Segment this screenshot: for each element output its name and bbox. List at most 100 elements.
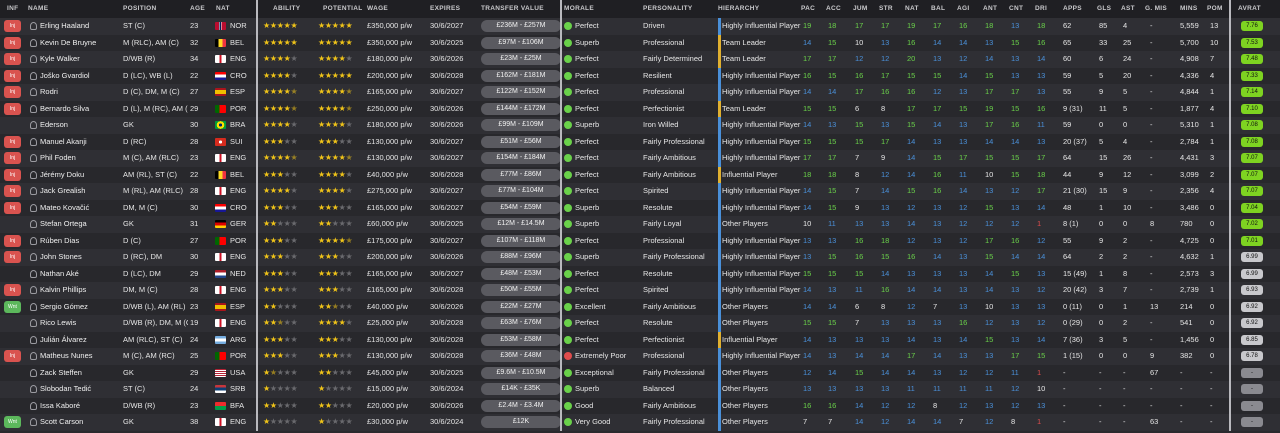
col-gls[interactable]: GLS xyxy=(1097,5,1112,12)
table-row[interactable]: Slobodan Tedić ST (C) 24 £15,000 p/w 30/6/20… xyxy=(0,381,1280,398)
player-name[interactable]: Bernardo Silva xyxy=(40,103,90,113)
table-row[interactable]: Inj Manuel Akanji D (RC) 28 £130,000 p/w 30/6… xyxy=(0,133,1280,150)
table-row[interactable]: Inj Rúben Dias D (C) 27 £175,000 p/w 30/6/202… xyxy=(0,232,1280,249)
col-expires[interactable]: EXPIRES xyxy=(430,5,461,12)
transfer-value[interactable]: £50M - £55M xyxy=(481,284,561,296)
status-badge[interactable]: Wnt xyxy=(4,416,21,428)
col-nat[interactable]: NAT xyxy=(216,5,230,12)
col-ast[interactable]: AST xyxy=(1121,5,1135,12)
status-badge[interactable]: Inj xyxy=(4,102,21,115)
status-badge[interactable]: Inj xyxy=(4,234,21,247)
player-name[interactable]: Mateo Kovačić xyxy=(40,202,90,212)
table-row[interactable]: Inj Rodri D (C), DM, M (C) 27 £165,000 p/w 30… xyxy=(0,84,1280,101)
table-row[interactable]: Inj Bernardo Silva D (L), M (RC), AM (RLC)… xyxy=(0,100,1280,117)
player-name[interactable]: Rodri xyxy=(40,87,58,96)
table-row[interactable]: Nathan Aké D (LC), DM 29 £165,000 p/w 30/6/2… xyxy=(0,265,1280,282)
status-badge[interactable]: Inj xyxy=(4,69,21,82)
status-badge[interactable]: Inj xyxy=(4,36,21,49)
table-row[interactable]: Inj Jack Grealish M (RL), AM (RLC) 28 £275,0… xyxy=(0,183,1280,200)
col-agi[interactable]: AGI xyxy=(957,5,970,12)
transfer-value[interactable]: £12M - £14.5M xyxy=(481,218,561,230)
transfer-value[interactable]: £12K xyxy=(481,416,561,428)
transfer-value[interactable]: £51M - £56M xyxy=(481,135,561,148)
transfer-value[interactable]: £9.6M - £10.5M xyxy=(481,366,561,379)
col-transfer-value[interactable]: TRANSFER VALUE xyxy=(481,5,544,12)
table-row[interactable]: Julián Álvarez AM (RLC), ST (C) 24 £130,000… xyxy=(0,331,1280,348)
transfer-value[interactable]: £77M - £104M xyxy=(481,185,561,197)
player-name[interactable]: Slobodan Tedić xyxy=(40,384,92,393)
col-nat-attr[interactable]: NAT xyxy=(905,5,919,12)
col-avrat[interactable]: AVRAT xyxy=(1238,5,1261,12)
col-pac[interactable]: PAC xyxy=(801,5,816,12)
table-row[interactable]: Rico Lewis D/WB (R), DM, M (C) 19 £25,000 p… xyxy=(0,315,1280,332)
table-row[interactable]: Issa Kaboré D/WB (R) 23 £20,000 p/w 30/6/202… xyxy=(0,397,1280,414)
col-inf[interactable]: INF xyxy=(7,5,19,12)
status-badge[interactable]: Inj xyxy=(4,251,21,263)
table-row[interactable]: Ederson GK 30 £180,000 p/w 30/6/2026 Iron Wil… xyxy=(0,117,1280,134)
table-row[interactable]: Inj Kyle Walker D/WB (R) 34 £180,000 p/w 30/6… xyxy=(0,51,1280,68)
status-badge[interactable]: Inj xyxy=(4,86,21,98)
col-bal[interactable]: BAL xyxy=(931,5,946,12)
col-acc[interactable]: ACC xyxy=(826,5,841,12)
transfer-value[interactable]: £77M - £86M xyxy=(481,168,561,181)
status-badge[interactable]: Inj xyxy=(4,201,21,214)
player-name[interactable]: Nathan Aké xyxy=(40,268,79,278)
col-dri[interactable]: DRI xyxy=(1035,5,1048,12)
transfer-value[interactable]: £23M - £25M xyxy=(481,53,561,65)
col-jum[interactable]: JUM xyxy=(853,5,868,12)
transfer-value[interactable]: £236M - £257M xyxy=(481,20,561,32)
col-str[interactable]: STR xyxy=(879,5,893,12)
player-name[interactable]: Rúben Dias xyxy=(40,235,80,245)
status-badge[interactable]: Wnt xyxy=(4,300,21,313)
transfer-value[interactable]: £53M - £58M xyxy=(481,333,561,346)
transfer-value[interactable]: £54M - £59M xyxy=(481,201,561,214)
transfer-value[interactable]: £36M - £48M xyxy=(481,350,561,362)
player-name[interactable]: Kalvin Phillips xyxy=(40,285,87,294)
table-row[interactable]: Inj Kevin De Bruyne M (RLC), AM (C) 32 £350,… xyxy=(0,34,1280,51)
status-badge[interactable]: Inj xyxy=(4,135,21,148)
col-cnt[interactable]: CNT xyxy=(1009,5,1024,12)
col-ant[interactable]: ANT xyxy=(983,5,998,12)
player-name[interactable]: Zack Steffen xyxy=(40,367,82,377)
transfer-value[interactable]: £2.4M - £3.4M xyxy=(481,399,561,412)
player-name[interactable]: Kyle Walker xyxy=(40,54,80,63)
player-name[interactable]: Rico Lewis xyxy=(40,318,77,327)
player-name[interactable]: Issa Kaboré xyxy=(40,400,81,410)
transfer-value[interactable]: £88M - £96M xyxy=(481,251,561,263)
status-badge[interactable]: Inj xyxy=(4,168,21,181)
player-name[interactable]: John Stones xyxy=(40,252,82,261)
table-row[interactable]: Inj Phil Foden M (C), AM (RLC) 23 £130,000 p… xyxy=(0,150,1280,167)
player-name[interactable]: Ederson xyxy=(40,120,68,129)
table-row[interactable]: Inj John Stones D (RC), DM 30 £200,000 p/w 30… xyxy=(0,249,1280,266)
col-wage[interactable]: WAGE xyxy=(367,5,389,12)
col-position[interactable]: POSITION xyxy=(123,5,157,12)
player-name[interactable]: Jérémy Doku xyxy=(40,169,85,179)
table-row[interactable]: Inj Kalvin Phillips DM, M (C) 28 £165,000 p/… xyxy=(0,282,1280,299)
status-badge[interactable]: Inj xyxy=(4,20,21,32)
col-personality[interactable]: PERSONALITY xyxy=(643,5,693,12)
status-badge[interactable]: Inj xyxy=(4,53,21,65)
col-morale[interactable]: MORALE xyxy=(564,5,594,12)
player-name[interactable]: Sergio Gómez xyxy=(40,301,88,311)
col-pom[interactable]: POM xyxy=(1207,5,1223,12)
col-hierarchy[interactable]: HIERARCHY xyxy=(718,5,760,12)
col-apps[interactable]: APPS xyxy=(1063,5,1082,12)
col-name[interactable]: NAME xyxy=(28,5,49,12)
transfer-value[interactable]: £144M - £172M xyxy=(481,102,561,115)
table-row[interactable]: Wnt Sergio Gómez D/WB (L), AM (RL) 23 £40,00… xyxy=(0,298,1280,315)
transfer-value[interactable]: £48M - £53M xyxy=(481,267,561,280)
transfer-value[interactable]: £107M - £118M xyxy=(481,234,561,247)
player-name[interactable]: Stefan Ortega xyxy=(40,219,87,228)
player-name[interactable]: Scott Carson xyxy=(40,417,84,426)
col-potential[interactable]: POTENTIAL xyxy=(323,5,363,12)
col-gmis[interactable]: G. MIS xyxy=(1145,5,1168,12)
status-badge[interactable]: Inj xyxy=(4,152,21,164)
transfer-value[interactable]: £99M - £109M xyxy=(481,119,561,131)
status-badge[interactable]: Inj xyxy=(4,284,21,296)
table-row[interactable]: Inj Matheus Nunes M (C), AM (RC) 25 £130,000… xyxy=(0,348,1280,365)
player-name[interactable]: Matheus Nunes xyxy=(40,351,93,360)
transfer-value[interactable]: £14K - £35K xyxy=(481,383,561,395)
status-badge[interactable]: Inj xyxy=(4,185,21,197)
transfer-value[interactable]: £63M - £76M xyxy=(481,317,561,329)
player-name[interactable]: Phil Foden xyxy=(40,153,76,162)
